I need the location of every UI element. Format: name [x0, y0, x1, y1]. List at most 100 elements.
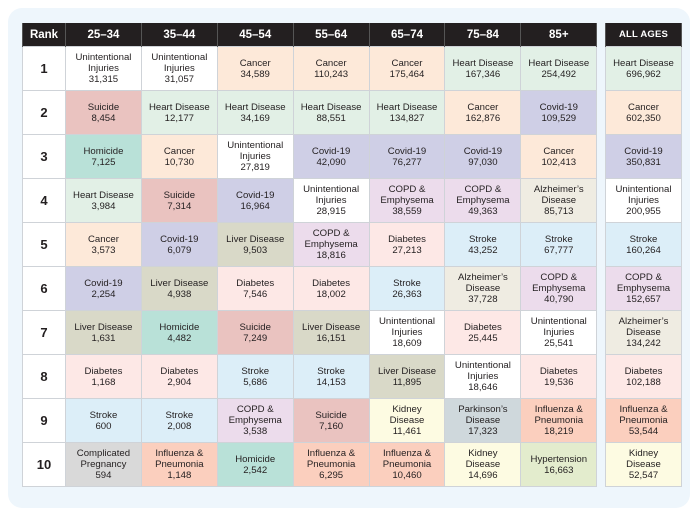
cause-name: Diabetes: [236, 277, 275, 289]
cause-cell: Cancer 175,464: [368, 46, 446, 91]
header-age-75-84: 75–84: [444, 23, 522, 47]
cause-cell: COPD & Emphysema 49,363: [444, 178, 522, 223]
death-count: 1,168: [91, 376, 116, 388]
cause-cell: Cancer 3,573: [65, 222, 142, 267]
death-count: 2,008: [167, 420, 192, 432]
death-count: 27,819: [240, 162, 270, 173]
cause-name: Injuries: [87, 63, 119, 74]
cause-cell: Diabetes 18,002: [292, 266, 370, 311]
all-ages-cause-cell: Unintentional Injuries 200,955: [605, 178, 682, 223]
death-count: 18,816: [316, 250, 346, 261]
cause-name: Heart Disease: [528, 57, 590, 69]
cause-name: Pneumonia: [382, 459, 432, 470]
cause-name: Diabetes: [160, 365, 199, 377]
cause-name: Cancer: [87, 233, 119, 245]
cause-name: Diabetes: [388, 233, 426, 245]
cause-cell: Liver Disease 1,631: [65, 310, 142, 355]
death-count: 2,542: [243, 464, 268, 476]
cause-cell: Diabetes 2,904: [140, 354, 218, 399]
cause-name: Homicide: [159, 321, 200, 333]
cause-name: Liver Disease: [377, 365, 437, 377]
cause-name: Covid-19: [311, 145, 351, 157]
table-row: 1 Unintentional Injuries 31,315 Unintentiona…: [22, 46, 598, 91]
cause-cell: Stroke 67,777: [520, 222, 598, 267]
death-count: 53,544: [628, 426, 659, 437]
cause-name: Heart Disease: [613, 57, 674, 69]
death-count: 18,646: [468, 382, 498, 393]
cause-name: Suicide: [315, 409, 347, 421]
cause-name: Stroke: [241, 365, 270, 377]
cause-name: Influenza &: [619, 404, 668, 415]
header-rank: Rank: [22, 23, 66, 47]
cause-cell: Covid-19 2,254: [65, 266, 142, 311]
cause-name: Stroke: [393, 277, 421, 289]
table-row: Covid-19 350,831: [605, 134, 682, 179]
death-count: 85,713: [544, 206, 574, 217]
cause-cell: Liver Disease 16,151: [292, 310, 370, 355]
table-body: 1 Unintentional Injuries 31,315 Unintentiona…: [22, 46, 598, 487]
cause-name: Injuries: [628, 195, 659, 206]
cause-name: Emphysema: [616, 283, 671, 294]
death-count: 11,895: [392, 376, 422, 388]
cause-cell: Covid-19 42,090: [292, 134, 370, 179]
death-count: 52,547: [628, 470, 659, 481]
death-count: 76,277: [392, 156, 422, 168]
cause-name: Suicide: [239, 321, 271, 333]
death-count: 5,686: [243, 376, 268, 388]
death-count: 1,148: [167, 470, 192, 481]
cause-cell: Unintentional Injuries 31,057: [140, 46, 218, 91]
cause-cell: Influenza & Pneumonia 10,460: [368, 442, 446, 487]
cause-cell: Complicated Pregnancy 594: [65, 442, 142, 487]
cause-cell: Unintentional Injuries 18,646: [444, 354, 522, 399]
death-count: 18,002: [316, 288, 346, 300]
rank-cell: 10: [22, 442, 66, 487]
cause-name: Heart Disease: [73, 189, 134, 201]
all-ages-cause-cell: COPD & Emphysema 152,657: [605, 266, 682, 311]
cause-name: Alzheimer’s: [618, 316, 669, 327]
rank-cell: 1: [22, 46, 66, 91]
cause-cell: Heart Disease 88,551: [292, 90, 370, 135]
cause-cell: Homicide 4,482: [140, 310, 218, 355]
cause-cell: Alzheimer’s Disease 37,728: [444, 266, 522, 311]
cause-name: Pneumonia: [155, 459, 204, 470]
death-count: 11,461: [392, 426, 422, 437]
table-row: 6 Covid-19 2,254 Liver Disease 4,938 Diabetes…: [22, 266, 598, 311]
death-count: 2,254: [91, 288, 116, 300]
death-count: 16,663: [544, 464, 574, 476]
cause-name: Covid-19: [236, 189, 275, 201]
cause-name: Hypertension: [530, 453, 588, 465]
death-count: 200,955: [626, 206, 661, 217]
death-count: 134,827: [389, 112, 425, 124]
death-count: 34,589: [240, 68, 270, 80]
cause-name: Kidney: [468, 448, 498, 459]
cause-name: Cancer: [467, 101, 499, 113]
cause-name: Parkinson’s: [458, 404, 508, 415]
cause-name: Unintentional: [227, 140, 284, 151]
death-count: 18,609: [392, 338, 422, 349]
table-row: 2 Suicide 8,454 Heart Disease 12,177 Heart Di…: [22, 90, 598, 135]
cause-cell: Unintentional Injuries 25,541: [520, 310, 598, 355]
cause-name: Stroke: [469, 233, 497, 245]
cause-cell: Covid-19 16,964: [216, 178, 294, 223]
cause-cell: COPD & Emphysema 40,790: [520, 266, 598, 311]
cause-cell: Unintentional Injuries 31,315: [65, 46, 142, 91]
cause-name: Disease: [465, 283, 501, 294]
death-count: 1,631: [91, 332, 116, 344]
death-count: 10,730: [164, 156, 194, 168]
cause-cell: Liver Disease 11,895: [368, 354, 446, 399]
death-count: 7,249: [243, 332, 268, 344]
cause-name: Cancer: [628, 101, 659, 113]
cause-name: Emphysema: [532, 283, 586, 294]
cause-cell: Unintentional Injuries 18,609: [368, 310, 446, 355]
death-count: 167,346: [465, 68, 501, 80]
cause-name: Stroke: [629, 233, 658, 245]
cause-name: Injuries: [239, 151, 271, 162]
death-count: 17,323: [468, 426, 498, 437]
table-row: 10 Complicated Pregnancy 594 Influenza & Pneu…: [22, 442, 598, 487]
cause-name: Unintentional: [615, 184, 672, 195]
cause-name: Heart Disease: [224, 101, 286, 113]
death-count: 43,252: [468, 244, 498, 256]
table-row: Stroke 160,264: [605, 222, 682, 267]
death-count: 10,460: [392, 470, 422, 481]
cause-name: Liver Disease: [302, 321, 361, 333]
